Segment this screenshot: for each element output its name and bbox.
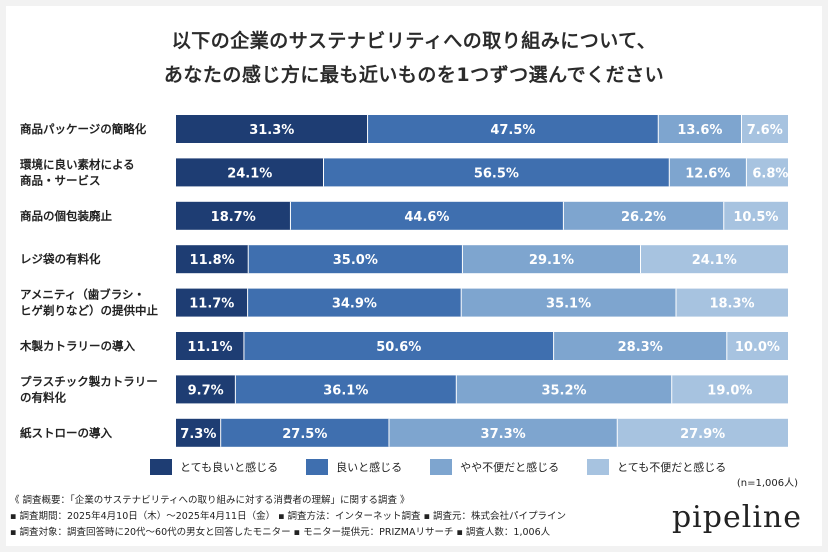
data-label: 34.9% — [332, 297, 377, 312]
legend-label: やや不便だと感じる — [460, 461, 560, 474]
sample-size-note: (n=1,006人) — [736, 478, 798, 489]
bar-segment — [563, 201, 724, 230]
bar-segment — [658, 115, 742, 143]
data-label: 24.1% — [692, 253, 737, 268]
data-label: 35.2% — [541, 383, 586, 398]
bar-segment — [726, 332, 788, 360]
data-label: 31.3% — [249, 123, 294, 138]
bar-segment — [176, 418, 221, 447]
survey-note-line: ▪ 調査対象：調査回答時に20代〜60代の男女と回答したモニター ▪ モニター提… — [10, 527, 551, 539]
legend-swatch — [306, 459, 329, 475]
data-label: 7.6% — [747, 123, 783, 138]
bar-segment — [323, 158, 670, 187]
legend-item-very-inconvenient: とても不便だと感じる — [587, 459, 726, 475]
data-label: 24.1% — [227, 166, 272, 181]
category-label: プラスチック製カトラリーの有料化 — [20, 374, 158, 404]
bar-segment — [676, 288, 788, 317]
bar-segment — [176, 245, 249, 274]
bar-segment — [553, 332, 727, 360]
data-label: 37.3% — [481, 427, 526, 442]
legend-item-good: 良いと感じる — [306, 459, 402, 475]
data-label: 18.3% — [709, 297, 754, 312]
data-label: 28.3% — [618, 340, 663, 355]
legend-item-somewhat-inconvenient: やや不便だと感じる — [430, 459, 559, 475]
data-label: 13.6% — [677, 123, 722, 138]
legend-swatch — [430, 459, 453, 475]
bar-segment — [456, 375, 672, 404]
bar-segment — [176, 332, 244, 360]
chart-frame — [6, 6, 822, 546]
data-label: 12.6% — [685, 166, 730, 181]
bar-segment — [746, 158, 788, 187]
bar-segment — [248, 245, 463, 274]
bar-segment — [617, 418, 788, 447]
survey-notes: 《 調査概要：「企業のサステナビリティへの取り組みに対する消費者の理解」に関する… — [10, 493, 566, 542]
legend-item-very-good: とても良いと感じる — [150, 459, 278, 475]
bar-segment — [290, 201, 564, 230]
bar-segment — [220, 418, 389, 447]
bar-segment — [176, 375, 236, 404]
legend-swatch — [587, 459, 610, 475]
bar-segment — [243, 332, 554, 360]
data-label: 27.5% — [282, 427, 327, 442]
bar-segment — [388, 418, 618, 447]
chart-title-line-2: あなたの感じ方に最も近いものを1つずつ選んでください — [163, 64, 665, 86]
data-label: 26.2% — [621, 210, 666, 225]
data-label: 11.1% — [187, 340, 232, 355]
bar-segment — [462, 245, 641, 274]
chart-title-line-1: 以下の企業のサステナビリティへの取り組みについて、 — [171, 30, 657, 52]
data-label: 9.7% — [188, 383, 224, 398]
data-label: 11.8% — [190, 253, 235, 268]
data-label: 35.0% — [333, 253, 378, 268]
data-label: 29.1% — [529, 253, 574, 268]
category-label: 商品の個包装廃止 — [20, 209, 112, 223]
legend: とても良いと感じる 良いと感じる やや不便だと感じる とても不便だと感じる — [150, 459, 726, 475]
legend-label: とても良いと感じる — [180, 461, 279, 474]
bar-segment — [671, 375, 788, 404]
bar-segment — [640, 245, 788, 274]
data-label: 10.5% — [733, 210, 778, 225]
data-label: 56.5% — [474, 166, 519, 181]
data-label: 27.9% — [680, 427, 725, 442]
data-label: 47.5% — [490, 123, 535, 138]
legend-label: とても不便だと感じる — [617, 461, 727, 474]
bar-segment — [247, 288, 462, 317]
data-label: 44.6% — [404, 210, 449, 225]
bar-segment — [723, 201, 788, 230]
data-label: 7.3% — [180, 427, 216, 442]
bar-segment — [461, 288, 677, 317]
data-label: 18.7% — [211, 210, 256, 225]
data-label: 50.6% — [376, 340, 421, 355]
data-label: 35.1% — [546, 297, 591, 312]
category-label: 木製カトラリーの導入 — [19, 339, 135, 353]
category-label: 商品パッケージの簡略化 — [20, 122, 147, 136]
legend-swatch — [150, 459, 172, 475]
bar-segment — [235, 375, 457, 404]
category-label: 紙ストローの導入 — [20, 426, 112, 440]
pipeline-logo: pipeline — [671, 500, 802, 535]
bar-segment — [176, 158, 324, 187]
category-label: 環境に良い素材による商品・サービス — [20, 157, 135, 187]
data-label: 6.8% — [752, 166, 788, 181]
bar-segment — [176, 288, 248, 317]
bar-segment — [669, 158, 747, 187]
bar-segment — [176, 201, 291, 230]
category-label: アメニティ（歯ブラシ・ヒゲ剃りなど）の提供中止 — [20, 288, 158, 318]
bar-segment — [367, 115, 659, 143]
data-label: 10.0% — [735, 340, 780, 355]
data-label: 11.7% — [189, 297, 234, 312]
category-label: レジ袋の有料化 — [20, 252, 101, 266]
data-label: 19.0% — [707, 383, 752, 398]
bar-segment — [741, 115, 788, 143]
data-label: 36.1% — [323, 383, 368, 398]
survey-note-line: 《 調査概要：「企業のサステナビリティへの取り組みに対する消費者の理解」に関する… — [10, 495, 410, 506]
bar-segment — [176, 115, 368, 143]
legend-label: 良いと感じる — [336, 461, 403, 474]
survey-note-line: ▪ 調査期間：2025年4月10日（木）〜2025年4月11日（金） ▪ 調査方… — [10, 511, 567, 523]
